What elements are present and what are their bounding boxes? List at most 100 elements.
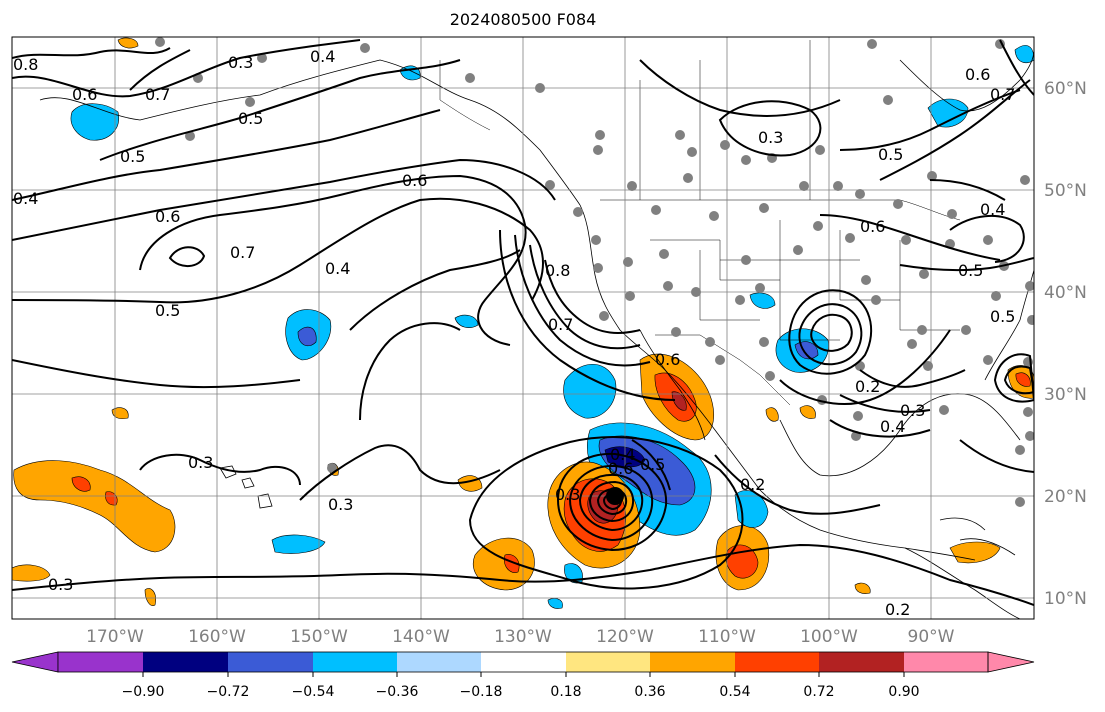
contour-east-0.6 bbox=[819, 214, 1001, 261]
lon-label: 110°W bbox=[698, 627, 756, 647]
contour-north-alaska-0.7 bbox=[129, 49, 191, 91]
contour-label: 0.7 bbox=[548, 315, 573, 334]
contour-label: 0.8 bbox=[545, 261, 570, 280]
colorbar-segment bbox=[819, 652, 904, 672]
contour-gulf-0.3 bbox=[839, 394, 931, 413]
colorbar: −0.90 −0.72 −0.54 −0.36 −0.18 0.18 0.36 … bbox=[11, 651, 1035, 700]
patch-canada-negative bbox=[927, 98, 969, 128]
contour-0.5-pacific-band bbox=[12, 197, 544, 304]
colorbar-segment bbox=[228, 652, 313, 672]
contour-label: 0.5 bbox=[120, 147, 145, 166]
contours bbox=[12, 39, 1034, 606]
coast-yucatan bbox=[939, 517, 986, 531]
lat-label: 50°N bbox=[1044, 181, 1087, 201]
lon-label: 160°W bbox=[188, 627, 246, 647]
contour-storm-ring-5 bbox=[596, 487, 628, 516]
colorbar-extend-low bbox=[11, 651, 59, 673]
contour-label: 0.3 bbox=[188, 453, 213, 472]
island-hawaii-3 bbox=[257, 493, 273, 509]
contour-storm-ring-2 bbox=[568, 464, 654, 542]
contour-label: 0.7 bbox=[230, 243, 255, 262]
patch-small-blue-1 bbox=[454, 314, 479, 328]
contour-coast-0.6 bbox=[514, 234, 651, 367]
lat-label: 30°N bbox=[1044, 385, 1087, 405]
patch-north-pacific-negative-core bbox=[297, 326, 317, 347]
colorbar-ticks bbox=[142, 672, 905, 677]
lon-label: 90°W bbox=[908, 627, 955, 647]
contour-label: 0.4 bbox=[980, 200, 1005, 219]
longitude-labels: 170°W 160°W 150°W 140°W 130°W 120°W 110°… bbox=[86, 627, 955, 647]
contour-label: 0.6 bbox=[860, 217, 885, 236]
contour-label: 0.2 bbox=[885, 600, 910, 619]
contour-coast-0.7 bbox=[529, 244, 641, 350]
patch-hawaii-positive-core2 bbox=[105, 491, 118, 506]
contour-storm-ring-4 bbox=[588, 480, 635, 523]
patch-small-orange-1 bbox=[111, 407, 129, 420]
contour-label: 0.6 bbox=[655, 350, 680, 369]
contour-plains-low-3 bbox=[810, 313, 853, 352]
contour-north-0.4 bbox=[639, 59, 841, 117]
contour-plains-trough bbox=[779, 329, 951, 405]
state-line-5 bbox=[899, 240, 960, 331]
colorbar-tick-label: −0.90 bbox=[122, 684, 165, 700]
colorbar-tick-label: 0.72 bbox=[803, 684, 834, 700]
contour-label: 0.5 bbox=[990, 307, 1015, 326]
contour-north-0.3 bbox=[718, 100, 822, 157]
colorbar-extend-high bbox=[987, 651, 1035, 673]
contour-label: 0.4 bbox=[13, 189, 38, 208]
lon-label: 140°W bbox=[392, 627, 450, 647]
colorbar-segment bbox=[313, 652, 397, 672]
contour-label: 0.5 bbox=[640, 455, 665, 474]
map-panel: 0.8 0.3 0.4 0.6 0.7 0.5 0.4 0.6 0.6 0.7 … bbox=[11, 36, 1035, 620]
contour-label: 0.3 bbox=[555, 485, 580, 504]
contour-0.2-south bbox=[12, 543, 1034, 606]
contour-label: 0.4 bbox=[325, 259, 350, 278]
contour-west-pacific-0.5 bbox=[12, 359, 301, 389]
contour-0.6-pacific-loop bbox=[139, 174, 527, 346]
contour-label: 0.7 bbox=[990, 85, 1015, 104]
island-hawaii-1 bbox=[219, 465, 237, 479]
contour-label: 0.4 bbox=[880, 417, 905, 436]
contour-coast-0.8 bbox=[544, 259, 641, 334]
lat-label: 10°N bbox=[1044, 589, 1087, 609]
patch-hawaii-positive-core bbox=[71, 476, 91, 492]
patch-east-positive-core bbox=[1015, 372, 1031, 387]
contour-label: 0.6 bbox=[72, 85, 97, 104]
colorbar-tick-label: −0.54 bbox=[292, 684, 335, 700]
contour-mexico-0.2 bbox=[714, 454, 881, 515]
lon-label: 100°W bbox=[800, 627, 858, 647]
contour-mid-pacific-0.4 bbox=[359, 322, 461, 421]
contour-label: 0.3 bbox=[900, 401, 925, 420]
contour-label: 0.6 bbox=[965, 65, 990, 84]
contour-0.4-storm-outer bbox=[468, 436, 744, 590]
contour-0.6-northwest bbox=[12, 39, 361, 98]
graticule bbox=[12, 37, 1034, 619]
contour-0.4-pacific bbox=[12, 109, 441, 201]
contour-east-coast-low-2 bbox=[1003, 365, 1034, 395]
lat-label: 20°N bbox=[1044, 487, 1087, 507]
coast-baja bbox=[639, 329, 706, 441]
colorbar-segment bbox=[397, 652, 481, 672]
coast-central-america bbox=[904, 547, 1021, 619]
patch-small-orange-3 bbox=[117, 37, 139, 49]
patch-small-blue-7 bbox=[1014, 45, 1034, 63]
contour-label: 0.7 bbox=[145, 85, 170, 104]
contour-label: 0.4 bbox=[310, 47, 335, 66]
contour-plains-low-2 bbox=[798, 303, 863, 366]
state-line-2 bbox=[699, 250, 760, 321]
patch-offshore-negative bbox=[563, 364, 617, 419]
contour-label: 0.3 bbox=[228, 53, 253, 72]
latitude-labels: 60°N 50°N 40°N 30°N 20°N 10°N bbox=[1044, 79, 1087, 609]
coast-west-north-america bbox=[579, 204, 976, 561]
contour-storm-ring-3 bbox=[578, 473, 644, 532]
contour-label: 0.4 bbox=[610, 445, 635, 464]
colorbar-segment bbox=[650, 652, 735, 672]
contour-0.5-alaska-gulf bbox=[99, 59, 461, 161]
contour-east-0.5 bbox=[899, 257, 1034, 272]
contour-label: 0.5 bbox=[155, 301, 180, 320]
patch-small-blue-2 bbox=[271, 534, 326, 554]
contour-0.3-central bbox=[299, 444, 501, 501]
contour-0.7-small-loop bbox=[168, 246, 206, 267]
patch-small-orange-7 bbox=[799, 405, 816, 419]
colorbar-frame bbox=[57, 651, 989, 673]
